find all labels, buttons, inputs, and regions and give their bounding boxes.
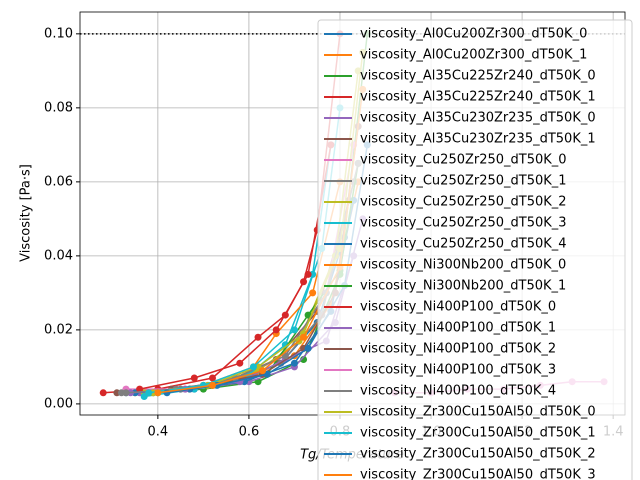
y-tick-label: 0.00 — [44, 396, 73, 411]
legend-label: viscosity_Cu250Zr250_dT50K_1 — [360, 174, 567, 189]
data-point — [304, 270, 312, 278]
data-point — [208, 381, 216, 389]
data-point — [122, 389, 130, 397]
legend-label: viscosity_Zr300Cu150Al50_dT50K_3 — [360, 468, 596, 480]
legend-label: viscosity_Cu250Zr250_dT50K_3 — [360, 216, 567, 231]
legend-label: viscosity_Ni400P100_dT50K_0 — [360, 300, 556, 315]
data-point — [309, 289, 317, 297]
series-line — [139, 144, 332, 390]
data-point — [208, 374, 216, 382]
legend-label: viscosity_Al35Cu225Zr240_dT50K_1 — [360, 90, 596, 105]
legend-label: viscosity_Ni400P100_dT50K_4 — [360, 384, 556, 399]
data-point — [300, 355, 308, 363]
data-point — [290, 359, 298, 367]
x-tick-label: 0.6 — [239, 425, 260, 440]
legend-label: viscosity_Ni300Nb200_dT50K_1 — [360, 279, 566, 294]
x-tick-label: 0.4 — [148, 425, 169, 440]
legend-label: viscosity_Al0Cu200Zr300_dT50K_0 — [360, 27, 587, 42]
data-point — [190, 374, 198, 382]
legend-box — [317, 19, 633, 480]
legend-label: viscosity_Ni400P100_dT50K_2 — [360, 342, 556, 357]
legend-label: viscosity_Zr300Cu150Al50_dT50K_0 — [360, 405, 596, 420]
data-point — [236, 359, 244, 367]
data-point — [304, 344, 312, 352]
data-point — [136, 385, 144, 393]
y-axis-label: Viscosity [Pa·s] — [19, 164, 34, 262]
legend-label: viscosity_Zr300Cu150Al50_dT50K_2 — [360, 447, 596, 462]
data-point — [163, 389, 171, 397]
y-tick-label: 0.04 — [44, 248, 73, 263]
legend-label: viscosity_Al0Cu200Zr300_dT50K_1 — [360, 48, 587, 63]
legend-label: viscosity_Al35Cu225Zr240_dT50K_0 — [360, 69, 596, 84]
data-point — [254, 333, 262, 341]
y-tick-label: 0.10 — [44, 26, 73, 41]
data-point — [272, 326, 280, 334]
legend-label: viscosity_Cu250Zr250_dT50K_4 — [360, 237, 567, 252]
data-point — [154, 389, 162, 397]
y-tick-label: 0.02 — [44, 322, 73, 337]
y-tick-label: 0.08 — [44, 100, 73, 115]
data-point — [249, 363, 257, 371]
legend-label: viscosity_Zr300Cu150Al50_dT50K_1 — [360, 426, 596, 441]
legend-label: viscosity_Cu250Zr250_dT50K_2 — [360, 195, 567, 210]
data-point — [259, 367, 267, 375]
legend-label: viscosity_Al35Cu230Zr235_dT50K_1 — [360, 132, 596, 147]
data-point — [145, 389, 153, 397]
legend-label: viscosity_Cu250Zr250_dT50K_0 — [360, 153, 567, 168]
legend-label: viscosity_Ni400P100_dT50K_1 — [360, 321, 556, 336]
data-point — [300, 333, 308, 341]
y-tick-label: 0.06 — [44, 174, 73, 189]
data-point — [290, 326, 298, 334]
legend-label: viscosity_Ni300Nb200_dT50K_0 — [360, 258, 566, 273]
data-point — [99, 389, 107, 397]
legend-label: viscosity_Al35Cu230Zr235_dT50K_0 — [360, 111, 596, 126]
legend-label: viscosity_Ni400P100_dT50K_3 — [360, 363, 556, 378]
